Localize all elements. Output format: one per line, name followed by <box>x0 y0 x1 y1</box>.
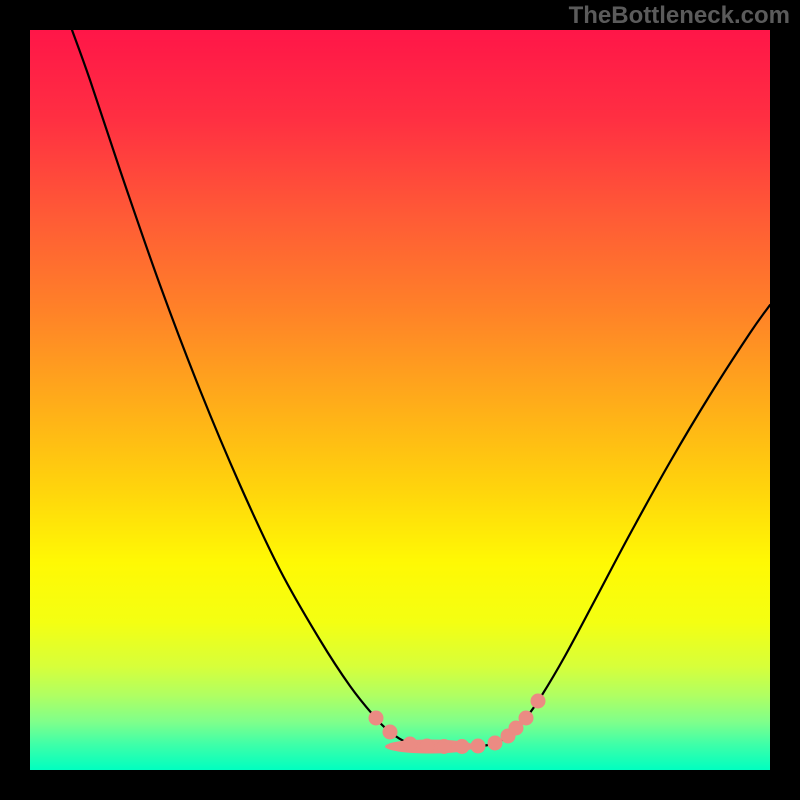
chart-frame: TheBottleneck.com <box>0 0 800 800</box>
plot-area <box>30 30 770 770</box>
watermark-text: TheBottleneck.com <box>569 2 790 30</box>
gradient-background <box>30 30 770 770</box>
